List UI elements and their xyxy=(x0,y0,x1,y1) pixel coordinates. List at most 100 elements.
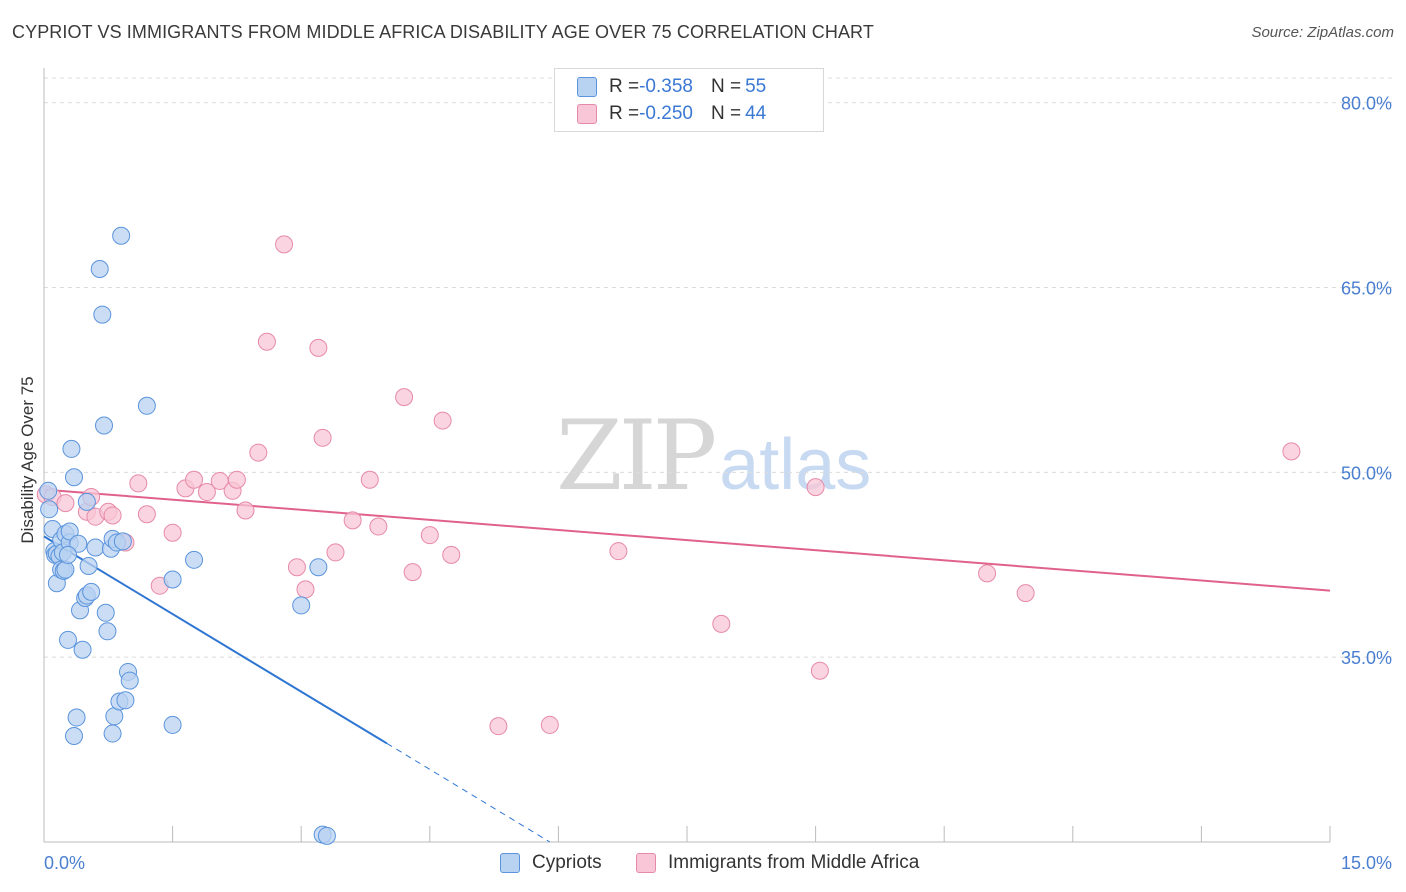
cypriots-point xyxy=(292,596,311,615)
immigrants-point xyxy=(810,661,829,680)
x-tick-label: 0.0% xyxy=(44,853,85,873)
cypriots-point xyxy=(185,550,204,569)
gridlines xyxy=(44,77,1392,658)
cypriots-point xyxy=(86,538,105,557)
immigrants-point xyxy=(163,523,182,542)
cypriots-point xyxy=(137,396,156,415)
immigrants-point xyxy=(227,470,246,489)
immigrants-point xyxy=(395,388,414,407)
immigrants-point xyxy=(185,470,204,489)
immigrants-point xyxy=(343,511,362,530)
cypriots-trend-extension xyxy=(386,742,551,843)
legend-r-label: R = xyxy=(609,103,640,124)
data-points xyxy=(36,226,1301,845)
immigrants-point xyxy=(313,428,332,447)
cypriots-point xyxy=(309,558,328,577)
cypriots-point xyxy=(95,416,114,435)
legend-swatch-blue xyxy=(500,853,520,873)
legend-label-cypriots: Cypriots xyxy=(532,852,602,873)
cypriots-point xyxy=(39,481,58,500)
y-tick-label: 80.0% xyxy=(1341,94,1392,114)
immigrants-point xyxy=(326,543,345,562)
cypriots-point xyxy=(62,439,81,458)
immigrants-point xyxy=(249,443,268,462)
immigrants-point xyxy=(257,332,276,351)
chart-title: CYPRIOT VS IMMIGRANTS FROM MIDDLE AFRICA… xyxy=(12,22,874,42)
legend-r-value: -0.250 xyxy=(639,103,693,124)
immigrants-point xyxy=(296,580,315,599)
cypriots-trend-line xyxy=(43,535,388,745)
cypriots-point xyxy=(82,582,101,601)
legend-swatch-pink xyxy=(577,104,597,124)
axes xyxy=(43,68,1331,843)
cypriots-point xyxy=(59,630,78,649)
immigrants-point xyxy=(1282,442,1301,461)
immigrants-trend-line xyxy=(43,488,1331,592)
cypriots-point xyxy=(98,622,117,641)
immigrants-point xyxy=(309,338,328,357)
immigrants-point xyxy=(236,501,255,520)
cypriots-point xyxy=(40,500,59,519)
immigrants-point xyxy=(609,542,628,561)
legend-r-label: R = xyxy=(609,76,640,97)
y-tick-label: 50.0% xyxy=(1341,463,1392,483)
legend-n-label: N = xyxy=(710,76,742,97)
legend-label-immigrants: Immigrants from Middle Africa xyxy=(668,852,920,873)
immigrants-point xyxy=(103,506,122,525)
immigrants-point xyxy=(287,558,306,577)
immigrants-point xyxy=(1016,584,1035,603)
series-legend: Cypriots Immigrants from Middle Africa xyxy=(0,852,1406,878)
cypriots-point xyxy=(67,708,86,727)
legend-n-value: 44 xyxy=(745,103,767,124)
immigrants-point xyxy=(420,526,439,545)
cypriots-point xyxy=(163,570,182,589)
immigrants-point xyxy=(275,235,294,254)
legend-item-cypriots: Cypriots xyxy=(500,852,602,874)
cypriots-point xyxy=(77,492,96,511)
cypriots-point xyxy=(90,260,109,278)
axis-labels: 35.0% 50.0% 65.0% 80.0% 0.0% 15.0% Disability … xyxy=(18,94,1392,873)
legend-n-value: 55 xyxy=(745,76,767,97)
legend-r-value: -0.358 xyxy=(639,76,693,97)
immigrants-point xyxy=(978,564,997,583)
source-label: Source: ZipAtlas.com xyxy=(1251,24,1394,41)
cypriots-point xyxy=(93,305,112,324)
cypriots-point xyxy=(79,556,98,575)
trend-lines xyxy=(43,488,1331,843)
cypriots-point xyxy=(59,545,78,564)
cypriots-point xyxy=(60,522,79,541)
legend-n-label: N = xyxy=(710,103,742,124)
immigrants-point xyxy=(129,474,148,493)
cypriots-point xyxy=(103,724,122,743)
legend-swatch-pink xyxy=(636,853,656,873)
legend-swatch-blue xyxy=(577,77,597,97)
cypriots-point xyxy=(56,560,75,579)
cypriots-point xyxy=(113,532,132,551)
immigrants-point xyxy=(442,545,461,564)
immigrants-point xyxy=(489,717,508,736)
immigrants-point xyxy=(137,505,156,524)
y-tick-label: 65.0% xyxy=(1341,278,1392,298)
cypriots-point xyxy=(65,468,84,487)
y-tick-label: 35.0% xyxy=(1341,648,1392,668)
cypriots-point xyxy=(112,226,131,245)
immigrants-point xyxy=(540,715,559,734)
correlation-legend: R = -0.358 N = 55 R = -0.250 N = 44 xyxy=(554,68,824,132)
legend-item-immigrants: Immigrants from Middle Africa xyxy=(636,852,919,874)
cypriots-point xyxy=(96,603,115,622)
immigrants-point xyxy=(360,470,379,489)
immigrants-point xyxy=(197,483,216,502)
cypriots-point xyxy=(317,826,336,845)
legend-row-immigrants: R = -0.250 N = 44 xyxy=(577,102,766,126)
immigrants-point xyxy=(806,478,825,497)
legend-row-cypriots: R = -0.358 N = 55 xyxy=(577,75,766,99)
cypriots-point xyxy=(65,727,84,746)
y-axis-title: Disability Age Over 75 xyxy=(18,376,37,543)
x-tick-label: 15.0% xyxy=(1341,853,1392,873)
cypriots-point xyxy=(69,534,88,553)
immigrants-point xyxy=(712,614,731,633)
cypriots-point xyxy=(163,715,182,734)
cypriots-point xyxy=(73,640,92,659)
immigrants-point xyxy=(369,517,388,536)
